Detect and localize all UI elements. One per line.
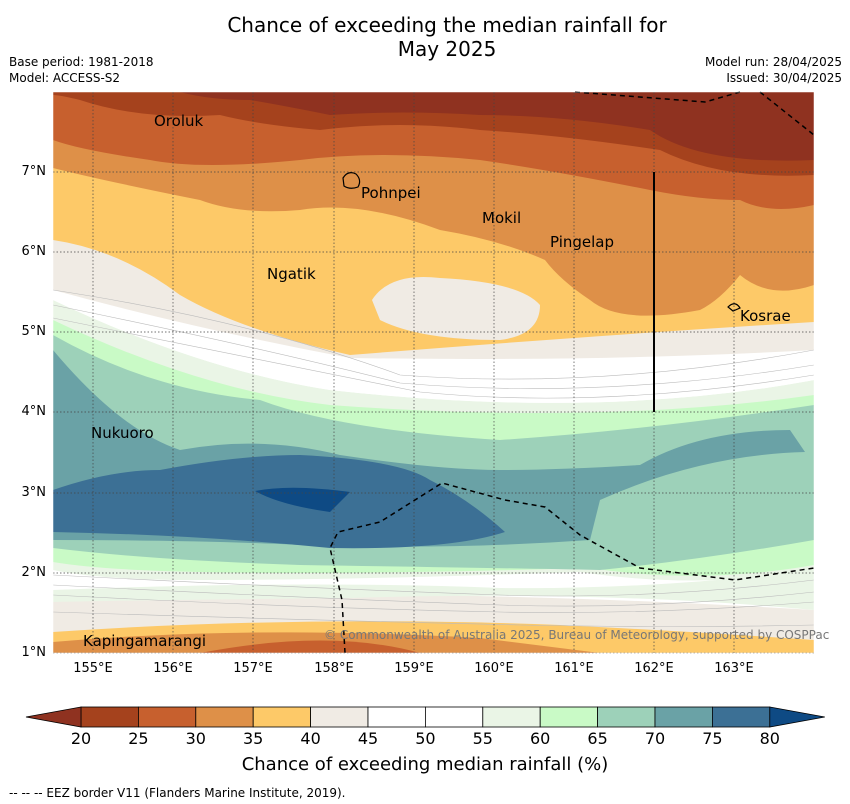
longitude-label: 156°E [153, 661, 193, 676]
place-label-kosrae: Kosrae [740, 307, 791, 325]
colorbar-segment [367, 706, 426, 728]
base-period: Base period: 1981-2018 [9, 55, 154, 69]
colorbar [25, 706, 825, 728]
colorbar-segment [712, 706, 771, 728]
colorbar-segment [539, 706, 599, 728]
longitude-label: 158°E [314, 661, 354, 676]
plot-frame [52, 91, 815, 654]
islands [342, 172, 741, 312]
longitude-label: 160°E [474, 661, 514, 676]
latitude-label: 2°N [21, 565, 47, 580]
latitude-label: 7°N [21, 164, 47, 179]
title-line-2: May 2025 [397, 37, 497, 61]
colorbar-tick: 55 [472, 729, 493, 748]
longitude-label: 155°E [73, 661, 113, 676]
colorbar-tick: 40 [300, 729, 321, 748]
latitude-label: 3°N [21, 485, 47, 500]
colorbar-tick: 80 [759, 729, 780, 748]
colorbar-over-arrow [769, 706, 825, 728]
latitude-label: 5°N [21, 324, 47, 339]
meta-right: Model run: 28/04/2025 Issued: 30/04/2025 [705, 54, 842, 86]
kosrae-island-outline [727, 303, 741, 312]
colorbar-tick: 75 [702, 729, 723, 748]
meta-left: Base period: 1981-2018 Model: ACCESS-S2 [9, 54, 154, 86]
rainfall-contours [53, 92, 814, 653]
latitude-label: 1°N [21, 645, 47, 660]
longitude-label: 163°E [714, 661, 754, 676]
colorbar-tick: 70 [644, 729, 666, 748]
pohnpei-island-outline [342, 172, 361, 189]
map-title: Chance of exceeding the median rainfall … [0, 13, 850, 61]
colorbar-tick: 25 [128, 729, 149, 748]
colorbar-segment [310, 706, 369, 728]
longitude-label: 157°E [233, 661, 273, 676]
place-label-pohnpei: Pohnpei [361, 184, 421, 202]
longitude-label: 162°E [634, 661, 674, 676]
longitude-label: 159°E [394, 661, 434, 676]
colorbar-tick: 60 [530, 729, 551, 748]
colorbar-segment [654, 706, 713, 728]
place-label-nukuoro: Nukuoro [91, 424, 154, 442]
colorbar-tick: 45 [357, 729, 379, 748]
place-label-kapingamarangi: Kapingamarangi [83, 632, 207, 650]
colorbar-tick: 35 [243, 729, 264, 748]
colorbar-tick: 20 [70, 729, 92, 748]
longitude-label: 161°E [554, 661, 594, 676]
colorbar-segment [424, 706, 484, 728]
colorbar-segment [80, 706, 139, 728]
place-label-pingelap: Pingelap [550, 233, 615, 251]
colorbar-tick: 30 [185, 729, 206, 748]
model-run: Model run: 28/04/2025 [704, 55, 842, 69]
colorbar-tick: 50 [415, 729, 436, 748]
latitude-label: 6°N [21, 244, 47, 259]
copyright-text: © Commonwealth of Australia 2025, Bureau… [324, 628, 830, 642]
issued-date: Issued: 30/04/2025 [726, 71, 842, 85]
place-label-mokil: Mokil [482, 209, 522, 227]
place-label-ngatik: Ngatik [267, 265, 316, 283]
colorbar-segment [482, 706, 541, 728]
eez-borders [329, 91, 815, 654]
colorbar-under-arrow [25, 706, 82, 728]
colorbar-segment [597, 706, 656, 728]
colorbar-segment [195, 706, 254, 728]
colorbar-tick: 65 [587, 729, 608, 748]
latitude-label: 4°N [21, 404, 47, 419]
colorbar-segment [137, 706, 197, 728]
title-line-1: Chance of exceeding the median rainfall … [227, 13, 667, 37]
colorbar-segment [252, 706, 311, 728]
place-label-oroluk: Oroluk [154, 112, 204, 130]
colorbar-label: Chance of exceeding median rainfall (%) [241, 754, 609, 775]
model-name: Model: ACCESS-S2 [9, 71, 121, 85]
eez-footnote: -- -- -- EEZ border V11 (Flanders Marine… [9, 786, 346, 800]
